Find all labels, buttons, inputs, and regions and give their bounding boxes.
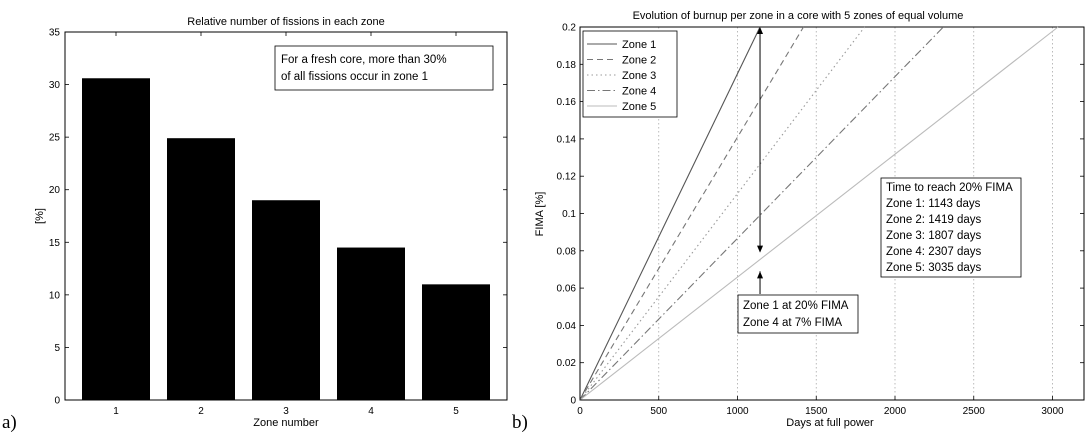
x-tick-label: 1 — [113, 406, 119, 417]
legend: Zone 1 Zone 2 Zone 3 Zone 4 Zone 5 — [582, 30, 678, 118]
time-annotation-line: Zone 2: 1419 days — [886, 214, 982, 226]
bar-annotation-box — [274, 45, 494, 91]
x-tick-label: 500 — [650, 406, 667, 417]
y-tick-label: 0.18 — [557, 60, 577, 71]
series-line-zone-5 — [579, 26, 1059, 401]
y-tick-label: 15 — [49, 238, 61, 249]
bar-annotation-line: of all fissions occur in zone 1 — [281, 71, 428, 83]
y-tick-label: 10 — [49, 290, 61, 301]
bar-x-axis-label: Zone number — [253, 417, 319, 429]
series-line-zone-3 — [579, 26, 866, 401]
y-tick-label: 35 — [49, 28, 61, 39]
x-tick-label: 3 — [283, 406, 289, 417]
x-tick-label: 4 — [368, 406, 374, 417]
arrow-annotation-line: Zone 4 at 7% FIMA — [743, 317, 842, 329]
time-annotation-line: Zone 3: 1807 days — [886, 230, 982, 242]
line-chart: Evolution of burnup per zone in a core w… — [534, 10, 1085, 429]
y-tick-label: 30 — [49, 80, 61, 91]
time-annotation-line: Zone 4: 2307 days — [886, 246, 982, 258]
panel-label-a: a) — [2, 412, 17, 432]
y-tick-label: 0.02 — [557, 358, 577, 369]
y-tick-label: 0 — [54, 396, 60, 407]
y-tick-label: 0.1 — [562, 209, 576, 220]
legend-label: Zone 1 — [622, 39, 656, 51]
series-line-zone-1 — [579, 26, 761, 401]
legend-box — [582, 30, 678, 118]
time-annotation-box — [880, 177, 1022, 278]
x-tick-label: 3000 — [1041, 406, 1064, 417]
arrow-head — [757, 27, 764, 34]
bar-series — [82, 78, 490, 401]
bar-1 — [82, 78, 150, 401]
y-tick-label: 0.04 — [557, 321, 577, 332]
legend-label: Zone 2 — [622, 55, 656, 67]
bar-4 — [337, 247, 405, 400]
time-annotation-line: Zone 5: 3035 days — [886, 262, 982, 274]
y-tick-label: 0.12 — [557, 172, 577, 183]
bar-annotation-line: For a fresh core, more than 30% — [281, 54, 447, 66]
bar-3 — [252, 200, 320, 400]
y-tick-label: 0.14 — [557, 134, 577, 145]
y-tick-label: 0.08 — [557, 246, 577, 257]
bar-chart-title: Relative number of fissions in each zone — [187, 16, 385, 28]
arrow-head — [757, 271, 764, 279]
y-tick-label: 25 — [49, 133, 61, 144]
y-tick-label: 20 — [49, 185, 61, 196]
arrow-annotation-line: Zone 1 at 20% FIMA — [743, 300, 849, 312]
line-y-axis-ticks: 0 0.02 0.04 0.06 0.08 0.1 0.12 0.14 0.16 0.18 0.2 — [557, 23, 1084, 407]
x-tick-label: 2 — [198, 406, 204, 417]
legend-label: Zone 5 — [622, 101, 656, 113]
time-annotation-line: Zone 1: 1143 days — [886, 198, 981, 210]
y-tick-label: 5 — [54, 343, 60, 354]
bar-chart: Relative number of fissions in each zone… — [34, 16, 508, 429]
x-tick-label: 2500 — [963, 406, 986, 417]
y-tick-label: 0.06 — [557, 284, 577, 295]
zone1-arrow — [757, 27, 764, 294]
x-tick-label: 5 — [453, 406, 459, 417]
series-line-zone-2 — [579, 26, 804, 401]
legend-label: Zone 4 — [622, 86, 656, 98]
x-tick-label: 2000 — [884, 406, 907, 417]
bar-y-axis-label: [%] — [34, 208, 46, 224]
arrow-annotation-box — [737, 294, 859, 334]
y-tick-label: 0.16 — [557, 97, 577, 108]
x-tick-label: 1000 — [726, 406, 749, 417]
legend-label: Zone 3 — [622, 70, 656, 82]
line-series-group — [579, 26, 1059, 401]
x-tick-label: 1500 — [805, 406, 828, 417]
bar-x-axis-ticks: 1 2 3 4 5 — [113, 32, 459, 417]
line-chart-title: Evolution of burnup per zone in a core w… — [633, 10, 964, 22]
series-line-zone-4 — [579, 26, 944, 401]
x-tick-label: 0 — [577, 406, 583, 417]
y-tick-label: 0 — [570, 396, 576, 407]
bar-y-axis-ticks: 0 5 10 15 20 25 30 35 — [49, 28, 507, 407]
panel-label-b: b) — [512, 412, 528, 432]
bar-5 — [422, 284, 490, 400]
bar-2 — [167, 138, 235, 401]
line-y-axis-label: FIMA [%] — [534, 192, 546, 237]
time-annotation-line: Time to reach 20% FIMA — [886, 182, 1013, 194]
line-x-axis-ticks: 0 500 1000 1500 2000 2500 3000 — [577, 396, 1064, 417]
line-x-axis-label: Days at full power — [786, 417, 874, 429]
arrow-head — [757, 245, 764, 253]
y-tick-label: 0.2 — [562, 23, 576, 34]
